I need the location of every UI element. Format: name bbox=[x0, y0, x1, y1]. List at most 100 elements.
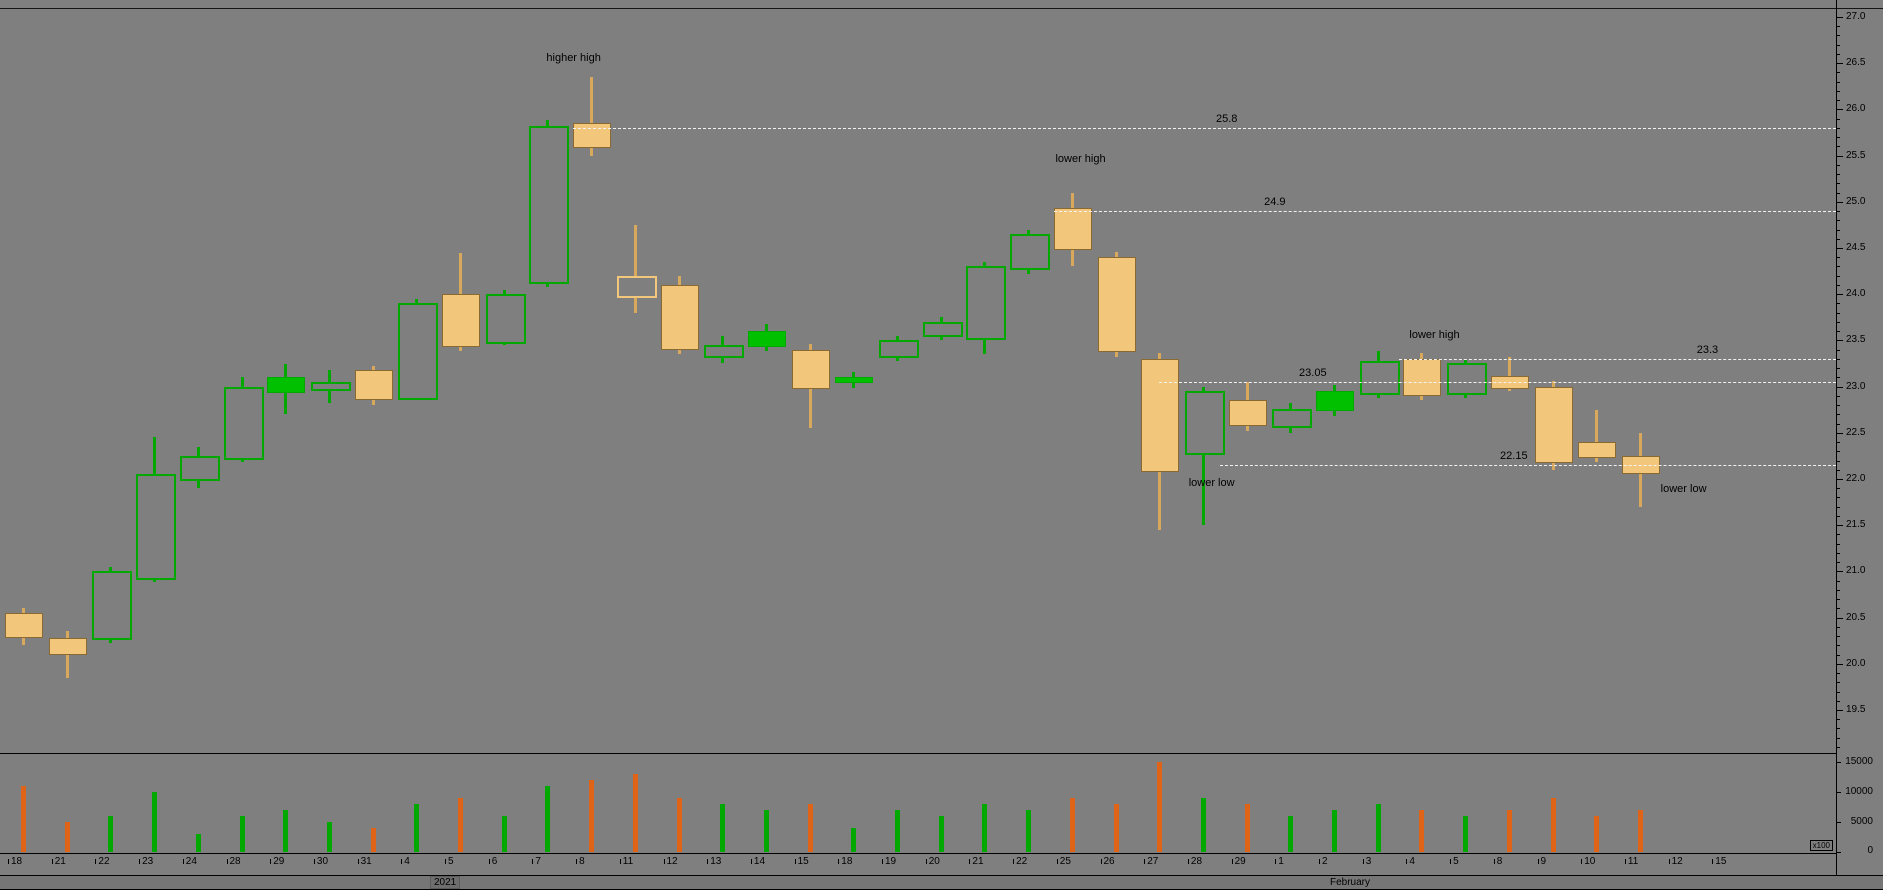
price-axis-tick bbox=[1837, 479, 1843, 480]
volume-bar bbox=[1288, 816, 1294, 852]
date-tick-label: 14 bbox=[750, 857, 765, 867]
date-tick-mark bbox=[969, 859, 971, 864]
date-tick-label: 15 bbox=[1712, 857, 1726, 867]
candle-body bbox=[747, 331, 786, 348]
date-tick-label: 6 bbox=[488, 857, 497, 867]
volume-bar bbox=[458, 798, 463, 852]
price-axis-tick bbox=[1837, 266, 1840, 268]
price-axis-tick bbox=[1837, 331, 1840, 333]
candle-body bbox=[966, 266, 1007, 340]
price-axis-tick bbox=[1837, 645, 1840, 647]
price-axis-tick bbox=[1837, 599, 1840, 601]
volume-bar bbox=[152, 792, 158, 852]
volume-bar bbox=[676, 798, 682, 852]
date-tick-mark bbox=[1275, 859, 1277, 864]
price-axis-tick bbox=[1837, 543, 1840, 545]
price-axis-tick bbox=[1837, 109, 1843, 111]
volume-bar bbox=[982, 804, 988, 852]
price-axis-tick bbox=[1837, 719, 1840, 721]
price-axis-tick bbox=[1837, 137, 1840, 139]
candle-body bbox=[398, 303, 439, 400]
price-axis-tick bbox=[1837, 469, 1840, 471]
volume-bar bbox=[195, 834, 201, 852]
price-axis-tick bbox=[1837, 673, 1840, 675]
candle-body bbox=[791, 349, 830, 389]
support-resistance-line[interactable] bbox=[573, 127, 1836, 129]
month-strip: 2021 February bbox=[0, 875, 1883, 890]
volume-bar bbox=[1113, 804, 1119, 852]
date-tick-mark bbox=[1406, 859, 1408, 864]
level-price-label: 25.8 bbox=[1216, 112, 1238, 125]
date-tick-label: 21 bbox=[51, 857, 66, 867]
price-chart-pane[interactable]: 25.8 24.9 23.3 23.05 22.15 higher high lower h… bbox=[0, 0, 1836, 754]
price-axis[interactable]: 0 27.0 26.5 26.0 25.5 25.0 24.5 24.0 23.5 23.0 22… bbox=[1836, 0, 1883, 875]
level-price-label: 24.9 bbox=[1264, 196, 1286, 209]
price-axis-tick bbox=[1837, 395, 1840, 397]
volume-multiplier-label: x100 bbox=[1809, 840, 1833, 851]
support-resistance-line[interactable] bbox=[1399, 358, 1836, 360]
price-axis-tick bbox=[1837, 432, 1843, 434]
candle-body bbox=[442, 294, 480, 347]
date-tick-mark bbox=[8, 859, 9, 864]
candle-body bbox=[267, 377, 306, 394]
support-resistance-line[interactable] bbox=[1219, 465, 1836, 467]
candle-body bbox=[1578, 442, 1617, 458]
volume-bar bbox=[720, 804, 726, 852]
level-price-label: 23.05 bbox=[1299, 366, 1327, 379]
candle-wick bbox=[1507, 357, 1511, 392]
swing-annotation: lower high bbox=[1055, 153, 1106, 166]
date-tick-mark bbox=[925, 859, 927, 864]
price-axis-tick bbox=[1837, 497, 1840, 499]
price-axis-tick bbox=[1837, 552, 1840, 554]
date-axis[interactable]: 18 21 22 23 24 28 29 30 31 4 5 6 7 8 11 12 13 14 15 18 19 20 2… bbox=[0, 855, 1836, 875]
candle-body bbox=[1272, 408, 1313, 428]
date-tick-label: 22 bbox=[95, 857, 110, 867]
candle-wick bbox=[1201, 386, 1205, 526]
date-tick-mark bbox=[619, 859, 621, 864]
date-tick-mark bbox=[51, 859, 53, 864]
volume-bar bbox=[1157, 762, 1163, 852]
date-tick-mark bbox=[663, 859, 665, 864]
price-axis-label: 22.5 bbox=[1846, 426, 1866, 438]
date-tick-label: 22 bbox=[1013, 857, 1027, 867]
volume-bar bbox=[501, 816, 507, 852]
price-axis-tick bbox=[1837, 617, 1843, 619]
volume-bar bbox=[1419, 810, 1425, 852]
volume-axis-label: 5000 bbox=[1850, 816, 1873, 827]
price-axis-tick bbox=[1837, 183, 1840, 185]
date-tick-mark bbox=[1624, 859, 1626, 864]
candle-body bbox=[704, 345, 745, 359]
date-tick-label: 18 bbox=[838, 857, 852, 867]
price-axis-label: 26.0 bbox=[1846, 103, 1866, 115]
date-tick-label: 31 bbox=[357, 857, 372, 867]
date-tick-label: 5 bbox=[445, 857, 454, 867]
date-tick-label: 13 bbox=[707, 857, 721, 867]
candle-body bbox=[529, 126, 570, 285]
price-axis-tick bbox=[1837, 654, 1840, 656]
price-axis-tick bbox=[1837, 44, 1840, 46]
volume-pane[interactable]: x100 bbox=[0, 754, 1836, 854]
date-tick-mark bbox=[882, 859, 883, 864]
candle-body bbox=[1621, 455, 1660, 474]
volume-bar bbox=[632, 774, 638, 852]
price-axis-tick bbox=[1837, 294, 1843, 296]
volume-bar bbox=[64, 822, 70, 852]
candle-body bbox=[573, 123, 612, 149]
swing-annotation: higher high bbox=[546, 51, 601, 64]
support-resistance-line[interactable] bbox=[1053, 211, 1836, 213]
date-tick-label: 30 bbox=[313, 857, 328, 867]
price-axis-tick bbox=[1837, 146, 1840, 148]
volume-axis-tick bbox=[1837, 852, 1841, 853]
swing-annotation: lower low bbox=[1660, 483, 1707, 496]
volume-bar bbox=[283, 810, 289, 852]
price-axis-tick bbox=[1837, 275, 1840, 277]
candle-body bbox=[92, 571, 133, 641]
price-axis-tick bbox=[1837, 442, 1840, 444]
support-resistance-line[interactable] bbox=[1158, 381, 1836, 383]
date-tick-label: 23 bbox=[139, 857, 153, 867]
date-tick-mark bbox=[1100, 859, 1102, 864]
price-axis-tick bbox=[1837, 534, 1840, 536]
volume-bar bbox=[1332, 810, 1337, 852]
volume-bar bbox=[1200, 798, 1206, 852]
price-axis-tick bbox=[1837, 211, 1840, 213]
